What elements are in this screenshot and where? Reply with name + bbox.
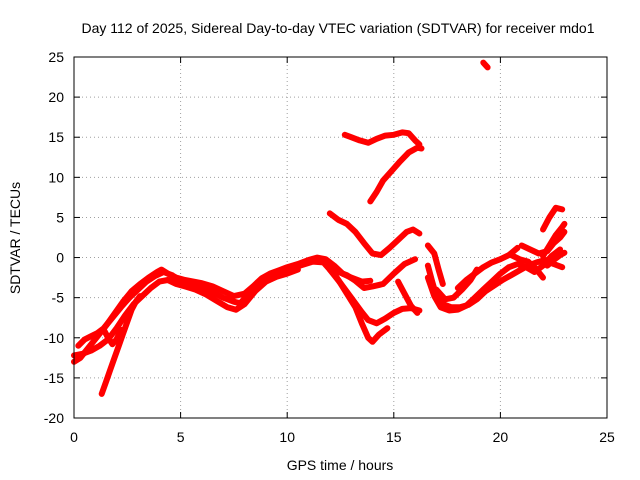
x-tick-label: 0 — [70, 429, 78, 445]
x-tick-label: 15 — [386, 429, 402, 445]
series-trace-11 — [367, 144, 425, 205]
series-trace-10 — [341, 129, 423, 148]
series-trace-5 — [100, 326, 124, 348]
chart-title: Day 112 of 2025, Sidereal Day-to-day VTE… — [81, 20, 594, 36]
y-tick-label: -5 — [52, 290, 65, 306]
series-trace-4 — [98, 293, 144, 397]
x-axis-label: GPS time / hours — [287, 457, 394, 473]
series-trace-24 — [480, 59, 491, 71]
y-axis-label: SDTVAR / TECUs — [7, 182, 23, 294]
series-trace-18 — [454, 244, 521, 291]
x-tick-label: 10 — [279, 429, 295, 445]
y-tick-label: 10 — [48, 169, 64, 185]
series-trace-19 — [508, 252, 546, 281]
series-trace-21 — [540, 220, 568, 259]
series-trace-8 — [335, 256, 419, 291]
series-trace-7 — [326, 266, 423, 327]
axis-ticks: 0 5 10 15 20 25 -20 -15 -10 -5 0 5 10 15 20 25 — [44, 49, 615, 445]
series-trace-9 — [339, 270, 374, 285]
series-trace-15 — [424, 257, 566, 311]
series-trace-12 — [326, 210, 423, 259]
x-tick-label: 5 — [177, 429, 185, 445]
x-tick-label: 20 — [493, 429, 509, 445]
series-trace-22 — [540, 204, 566, 233]
y-tick-label: 0 — [56, 250, 64, 266]
plot-area — [71, 59, 568, 397]
series-trace-14 — [424, 242, 446, 287]
y-tick-label: 25 — [48, 49, 64, 65]
x-tick-label: 25 — [599, 429, 615, 445]
series-trace-23 — [544, 249, 568, 269]
grid — [74, 57, 607, 418]
y-tick-label: -20 — [44, 410, 64, 426]
plot-frame — [73, 56, 608, 419]
y-tick-label: 20 — [48, 89, 64, 105]
y-tick-label: -15 — [44, 370, 64, 386]
y-tick-label: -10 — [44, 330, 64, 346]
y-tick-label: 5 — [56, 209, 64, 225]
y-tick-label: 15 — [48, 129, 64, 145]
series-trace-13 — [395, 278, 421, 316]
